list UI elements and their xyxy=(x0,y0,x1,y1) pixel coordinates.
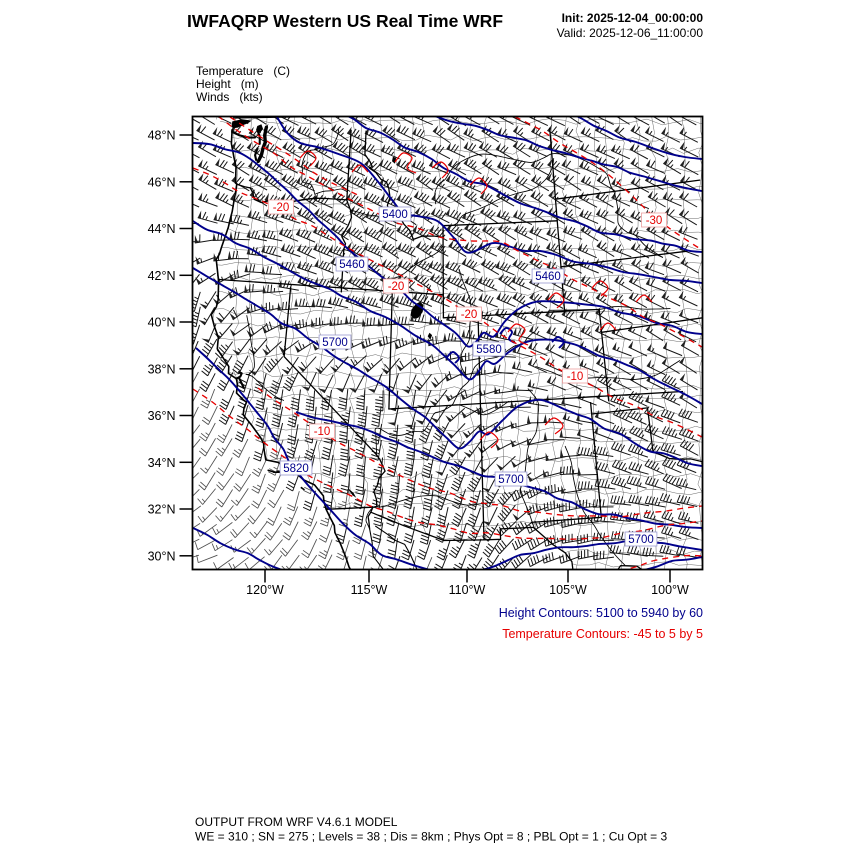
svg-text:Temperature Contours: -45 to 5: Temperature Contours: -45 to 5 by 5 xyxy=(502,627,703,641)
svg-text:Winds (kts): Winds (kts) xyxy=(196,90,263,104)
svg-text:44°N: 44°N xyxy=(148,222,176,236)
svg-text:5700: 5700 xyxy=(628,534,654,546)
svg-text:-10: -10 xyxy=(314,426,331,438)
svg-text:48°N: 48°N xyxy=(148,129,176,143)
svg-text:36°N: 36°N xyxy=(148,409,176,423)
svg-text:IWFAQRP Western US Real Time W: IWFAQRP Western US Real Time WRF xyxy=(187,11,503,31)
svg-text:5400: 5400 xyxy=(382,209,408,221)
svg-text:38°N: 38°N xyxy=(148,362,176,376)
svg-text:105°W: 105°W xyxy=(549,583,587,597)
svg-text:40°N: 40°N xyxy=(148,316,176,330)
svg-text:5700: 5700 xyxy=(498,474,524,486)
svg-text:WE = 310 ; SN = 275 ; Levels =: WE = 310 ; SN = 275 ; Levels = 38 ; Dis … xyxy=(195,830,667,844)
svg-text:42°N: 42°N xyxy=(148,269,176,283)
svg-text:32°N: 32°N xyxy=(148,503,176,517)
svg-text:-20: -20 xyxy=(461,309,478,321)
svg-text:30°N: 30°N xyxy=(148,549,176,563)
svg-text:Valid: 2025-12-06_11:00:00: Valid: 2025-12-06_11:00:00 xyxy=(557,26,704,40)
svg-text:5580: 5580 xyxy=(476,344,502,356)
svg-text:5460: 5460 xyxy=(535,271,561,283)
svg-text:Height Contours: 5100 to 5940: Height Contours: 5100 to 5940 by 60 xyxy=(499,606,703,620)
svg-text:110°W: 110°W xyxy=(449,583,486,597)
svg-text:5460: 5460 xyxy=(339,259,365,271)
svg-text:120°W: 120°W xyxy=(246,583,284,597)
svg-text:5700: 5700 xyxy=(322,337,348,349)
svg-text:Init: 2025-12-04_00:00:00: Init: 2025-12-04_00:00:00 xyxy=(562,11,704,25)
svg-text:OUTPUT FROM WRF V4.6.1 MODEL: OUTPUT FROM WRF V4.6.1 MODEL xyxy=(195,815,398,829)
svg-text:-30: -30 xyxy=(646,215,663,227)
svg-text:115°W: 115°W xyxy=(351,583,388,597)
svg-text:Temperature (C): Temperature (C) xyxy=(196,64,290,78)
svg-text:100°W: 100°W xyxy=(651,583,689,597)
svg-text:46°N: 46°N xyxy=(148,175,176,189)
svg-text:5820: 5820 xyxy=(283,463,309,475)
svg-text:-10: -10 xyxy=(567,371,584,383)
svg-text:-20: -20 xyxy=(273,202,290,214)
svg-text:Height (m): Height (m) xyxy=(196,77,259,91)
svg-text:-20: -20 xyxy=(388,281,405,293)
svg-text:34°N: 34°N xyxy=(148,456,176,470)
